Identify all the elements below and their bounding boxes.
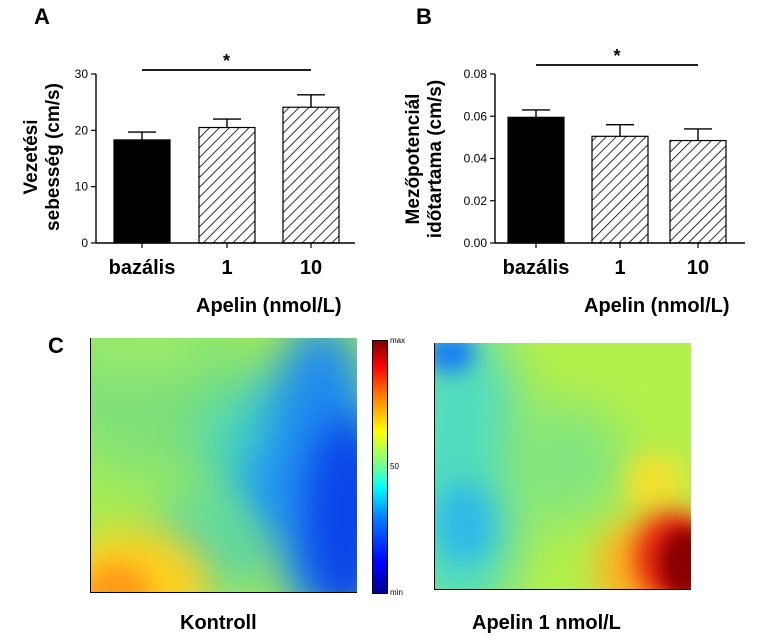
chart-b-y-tick-label: 0.00: [464, 236, 488, 250]
chart-b: 0.00 0.02 0.04 0.06 0.08 bazális 1 10 *: [464, 46, 745, 279]
chart-b-y-tick-label: 0.02: [464, 194, 488, 208]
heatmap-apelin: [434, 343, 691, 590]
heatmap-region: [625, 453, 685, 513]
chart-b-xlabel: Apelin (nmol/L): [584, 295, 730, 317]
colorbar: [372, 340, 388, 594]
heatmap-kontroll-label: Kontroll: [180, 612, 257, 634]
heatmap-kontroll: [90, 338, 357, 593]
panel-label-b: B: [416, 4, 432, 29]
chart-a-significance-star: *: [223, 51, 230, 71]
chart-b-x-tick-label: 1: [614, 257, 625, 279]
chart-b-bar: [669, 139, 727, 244]
chart-b-x-tick-label: bazális: [503, 257, 570, 279]
chart-a-y-tick-label: 10: [75, 180, 89, 194]
chart-a-y-tick-label: 20: [75, 123, 89, 137]
heatmap-region: [435, 483, 495, 563]
chart-b-y-tick-label: 0.04: [464, 152, 488, 166]
chart-b-x-tick-label: 10: [687, 257, 709, 279]
chart-a-bar: [282, 106, 340, 244]
chart-b-bar: [591, 135, 649, 244]
colorbar-max-label: max: [390, 336, 406, 345]
chart-b-ylabel-line2: időtartama (cm/s): [425, 79, 446, 239]
panel-label-a: A: [34, 4, 50, 29]
chart-a-x-tick-label: 10: [300, 257, 322, 279]
chart-a-y-tick-label: 30: [75, 67, 89, 81]
chart-b-significance-star: *: [613, 46, 620, 66]
chart-a-bar: [198, 126, 256, 244]
chart-b-ylabel: Mezőpotenciál időtartama (cm/s): [403, 59, 451, 259]
chart-b-ylabel-line1: Mezőpotenciál: [403, 93, 424, 225]
heatmap-region: [505, 403, 625, 523]
chart-a-y-tick-label: 0: [81, 236, 88, 250]
chart-a-bar: [113, 139, 171, 244]
colorbar-mid-label: 50: [390, 462, 399, 471]
chart-a-x-tick-label: bazális: [109, 257, 176, 279]
chart-a-x-tick-label: 1: [221, 257, 232, 279]
chart-b-bar: [507, 116, 565, 244]
panel-label-c: C: [48, 333, 64, 358]
chart-a-xlabel: Apelin (nmol/L): [196, 295, 342, 317]
chart-a: 0 10 20 30 bazális 1 10 *: [75, 51, 355, 279]
colorbar-min-label: min: [390, 588, 403, 597]
heatmap-apelin-label: Apelin 1 nmol/L: [472, 612, 621, 634]
chart-b-y-tick-label: 0.08: [464, 67, 488, 81]
chart-b-y-tick-label: 0.06: [464, 109, 488, 123]
